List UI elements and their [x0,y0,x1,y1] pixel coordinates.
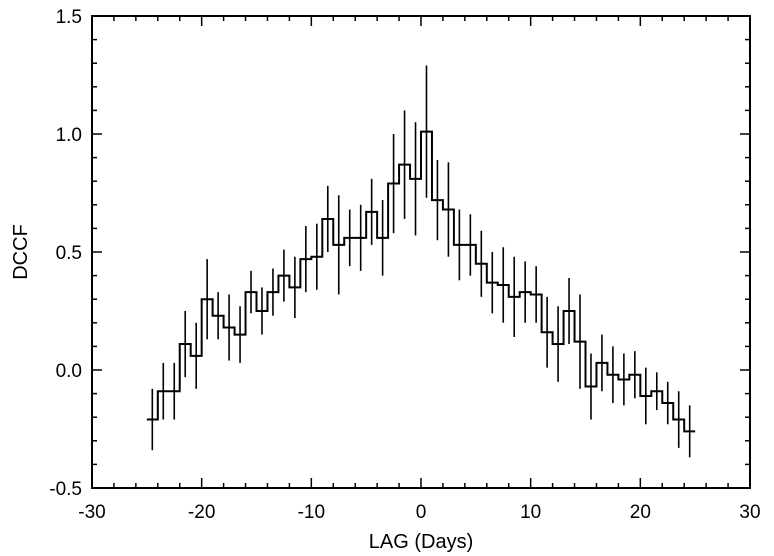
x-tick-label: -30 [78,502,105,523]
x-axis-ticks: -30 -20 -10 0 10 20 30 [78,16,761,523]
x-axis-title: LAG (Days) [369,531,473,553]
y-tick-label: 1.0 [56,125,82,146]
y-tick-label: 0.0 [56,361,82,382]
x-tick-label: 0 [416,502,427,523]
x-tick-label: -20 [188,502,215,523]
y-tick-label: 1.5 [56,7,82,28]
x-tick-label: 20 [630,502,651,523]
y-tick-label: 0.5 [56,243,82,264]
x-tick-label: 10 [520,502,541,523]
y-axis-title: DCCF [10,224,32,280]
dccf-step-line [146,130,696,433]
error-bars [151,65,691,458]
plot-frame [91,15,751,489]
x-tick-label: -10 [298,502,325,523]
y-axis-ticks: -0.5 0.0 0.5 1.0 1.5 [49,7,750,500]
y-tick-label: -0.5 [49,479,82,500]
x-tick-label: 30 [739,502,760,523]
